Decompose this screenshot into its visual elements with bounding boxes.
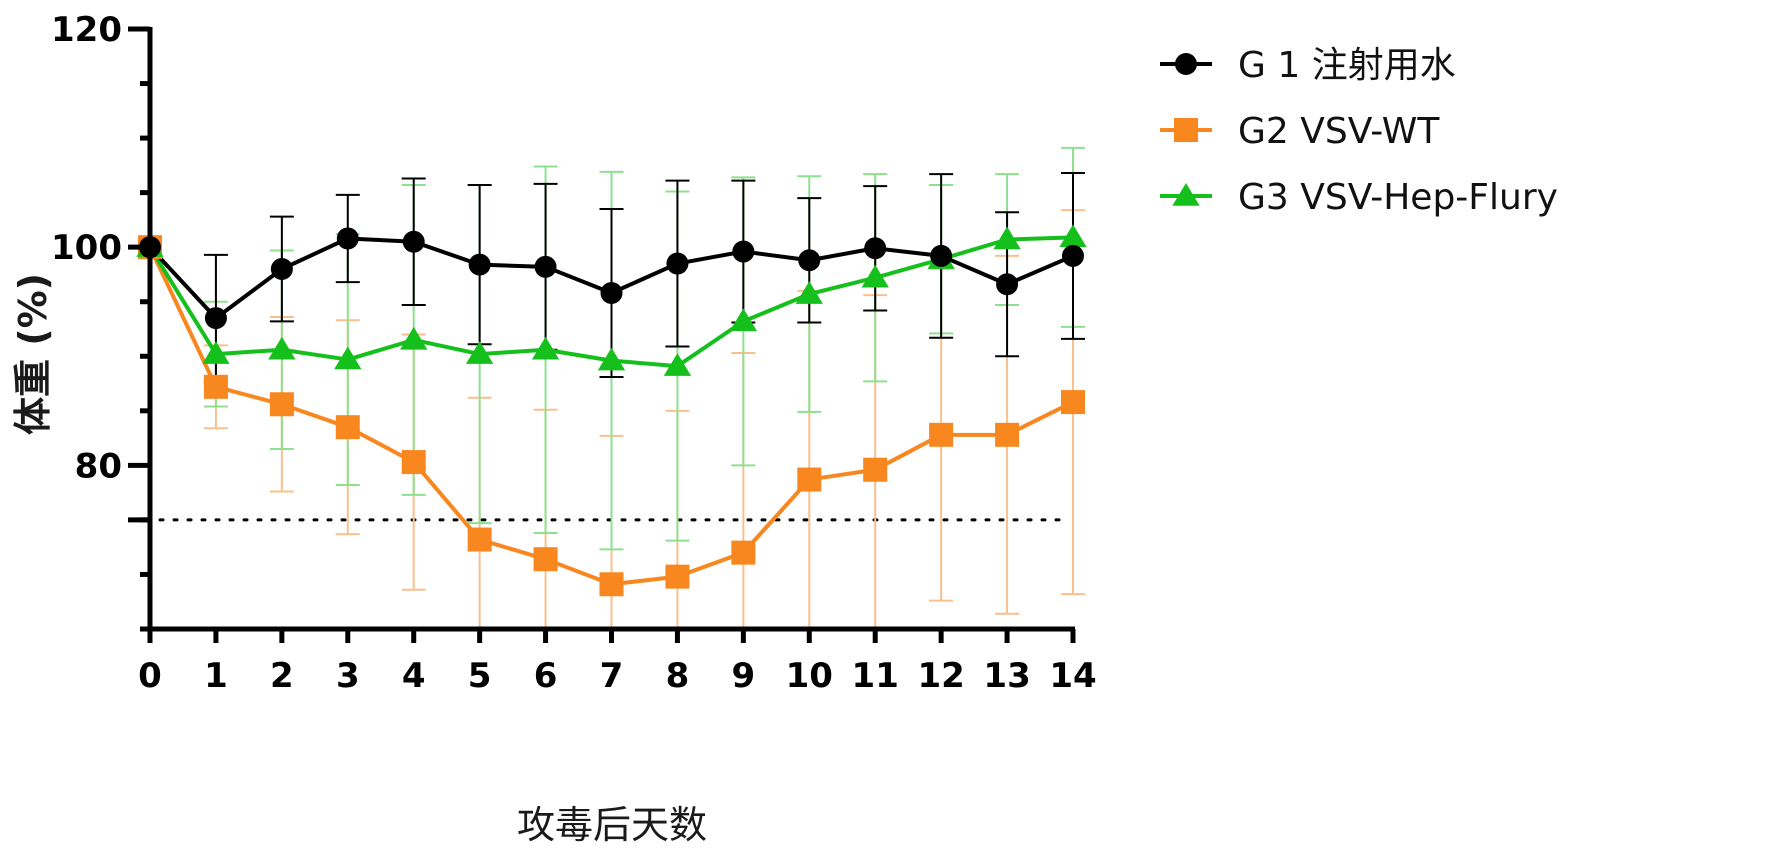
- data-point: [597, 347, 626, 371]
- legend-item: G3 VSV-Hep-Flury: [1160, 177, 1558, 218]
- x-tick-label: 7: [600, 656, 624, 696]
- data-point: [665, 564, 690, 589]
- x-tick-label: 10: [786, 656, 833, 696]
- x-tick-label: 8: [666, 656, 690, 696]
- data-point: [400, 326, 428, 350]
- y-tick-label: 100: [51, 228, 122, 268]
- data-point: [401, 450, 426, 475]
- plot-area: [136, 146, 1087, 629]
- data-point: [203, 374, 228, 399]
- legend: G 1 注射用水 G2 VSV-WT G3 VSV-Hep-Flury: [1160, 45, 1558, 218]
- data-point: [402, 230, 425, 253]
- x-axis-ticks: 0 1 2 3 4 5 6 7 8 9 10 11 12 13 14: [138, 629, 1097, 696]
- error-bars: [203, 146, 1085, 629]
- data-point: [465, 341, 494, 364]
- legend-label: G 1 注射用水: [1238, 45, 1456, 86]
- x-tick-label: 2: [270, 656, 294, 696]
- legend-marker: [1174, 118, 1198, 142]
- x-tick-label: 3: [336, 656, 360, 696]
- data-point: [270, 258, 293, 280]
- data-point: [797, 467, 822, 492]
- data-point: [929, 422, 954, 447]
- data-point: [468, 253, 491, 276]
- data-point: [600, 282, 623, 304]
- data-point: [1062, 244, 1084, 267]
- data-point: [268, 336, 296, 360]
- x-tick-label: 13: [983, 656, 1030, 696]
- legend-label: G3 VSV-Hep-Flury: [1238, 177, 1558, 218]
- legend-marker: [1175, 53, 1197, 75]
- data-point: [204, 307, 227, 330]
- data-point: [336, 227, 359, 250]
- y-axis-ticks: 80 100 120: [51, 10, 150, 632]
- y-tick-label: 120: [51, 10, 122, 50]
- data-point: [1059, 224, 1087, 248]
- x-tick-label: 9: [732, 656, 756, 696]
- data-point: [729, 308, 758, 332]
- data-point: [663, 353, 692, 376]
- legend-marker: [1172, 183, 1200, 206]
- data-point: [269, 392, 294, 417]
- x-tick-label: 5: [468, 656, 492, 696]
- data-point: [202, 341, 230, 364]
- data-point: [666, 252, 689, 275]
- data-point: [795, 281, 823, 304]
- data-point: [467, 527, 492, 552]
- data-point: [861, 264, 889, 288]
- data-point: [993, 226, 1021, 250]
- data-point: [334, 346, 362, 370]
- data-point: [864, 237, 887, 260]
- legend-item: G 1 注射用水: [1160, 45, 1456, 86]
- x-tick-label: 6: [534, 656, 558, 696]
- data-point: [732, 240, 755, 263]
- legend-label: G2 VSV-WT: [1238, 111, 1440, 152]
- x-tick-label: 0: [138, 656, 162, 696]
- data-point: [995, 422, 1020, 447]
- data-point: [531, 336, 560, 360]
- y-axis-title: 体重 (%): [11, 273, 55, 435]
- x-tick-label: 11: [852, 656, 899, 696]
- legend-item: G2 VSV-WT: [1160, 111, 1440, 152]
- x-tick-label: 14: [1049, 656, 1096, 696]
- data-point: [533, 547, 558, 572]
- data-point: [863, 457, 888, 482]
- x-tick-label: 1: [204, 656, 228, 696]
- x-tick-label: 12: [917, 656, 964, 696]
- x-tick-label: 4: [402, 656, 426, 696]
- data-point: [798, 249, 821, 272]
- x-axis-title: 攻毒后天数: [517, 803, 707, 847]
- data-point: [731, 540, 756, 565]
- data-point: [599, 572, 624, 597]
- data-point: [534, 255, 557, 278]
- y-tick-label: 80: [75, 446, 122, 486]
- data-point: [996, 273, 1019, 296]
- series-markers: [136, 224, 1087, 597]
- data-point: [930, 244, 953, 267]
- data-point: [1061, 390, 1085, 415]
- data-point: [335, 415, 360, 440]
